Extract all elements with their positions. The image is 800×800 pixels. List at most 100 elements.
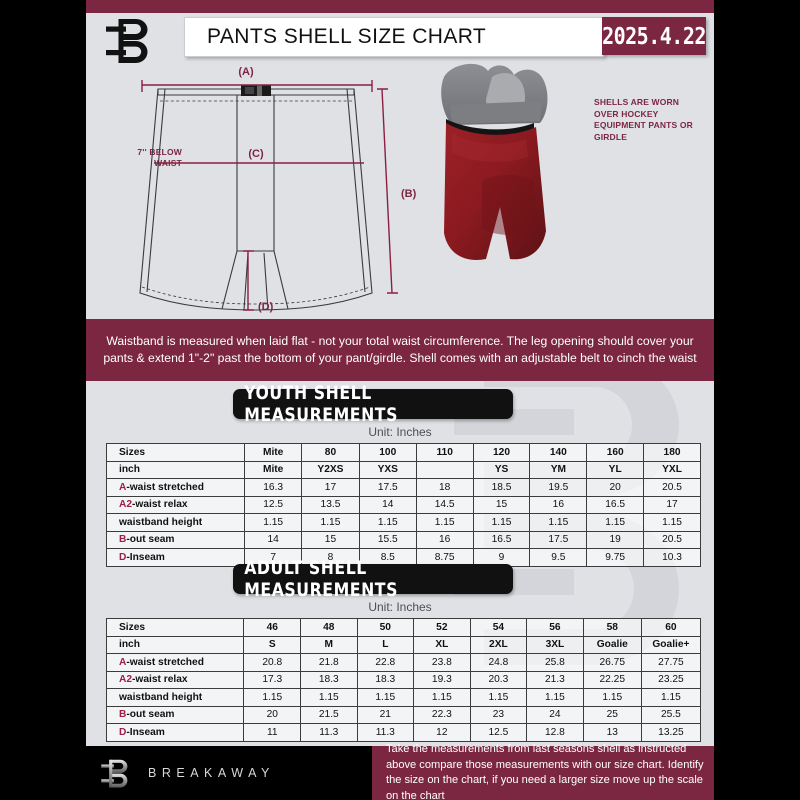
table-cell: 21.5: [300, 705, 358, 724]
row-label: B-out seam: [105, 530, 246, 549]
table-cell: 20.8: [243, 653, 302, 672]
table-cell: 20: [243, 705, 302, 724]
table-cell: 1.15: [244, 513, 303, 532]
table-cell: 25: [582, 705, 642, 724]
table-cell: 11: [243, 723, 302, 742]
instruction-band-text: Waistband is measured when laid flat - n…: [103, 334, 697, 365]
table-cell: 17.3: [243, 670, 302, 689]
table-cell: 12: [413, 723, 471, 742]
table-cell: 15: [301, 530, 360, 549]
row-label: inch: [105, 635, 245, 654]
table-cell: 14.5: [415, 495, 474, 514]
table-cell: 12.8: [526, 723, 584, 742]
table-cell: 1.15: [529, 513, 588, 532]
date-badge-text: 2025.4.22: [602, 22, 706, 50]
row-label: A-waist stretched: [105, 478, 246, 497]
table-row: Sizes Mite 80 100 110 120 140 160 180: [105, 443, 701, 462]
table-cell: 1.15: [526, 688, 584, 707]
table-cell: 25.8: [526, 653, 584, 672]
table-cell: 54: [469, 618, 528, 637]
row-label-prefix: D: [119, 551, 127, 563]
table-cell: 27.75: [640, 653, 702, 672]
page-title: PANTS SHELL SIZE CHART: [184, 17, 604, 57]
table-cell: 110: [415, 443, 474, 462]
table-cell: 140: [529, 443, 588, 462]
table-cell: 14: [244, 530, 303, 549]
table-cell: 17.5: [358, 478, 417, 497]
table-cell: 9.5: [529, 548, 588, 567]
table-cell: 1.15: [640, 688, 702, 707]
table-cell: 21.3: [526, 670, 584, 689]
table-cell: 120: [472, 443, 531, 462]
row-label-prefix: A: [119, 656, 127, 668]
youth-section-title-text: YOUTH SHELL MEASUREMENTS: [244, 382, 398, 426]
table-cell: 12.5: [469, 723, 528, 742]
row-label: D-Inseam: [105, 548, 246, 567]
table-row: D-Inseam 7 8 8.5 8.75 9 9.5 9.75 10.3: [105, 548, 701, 567]
table-cell: 20.5: [643, 478, 701, 497]
table-cell: 10.3: [643, 548, 701, 567]
table-cell: M: [300, 635, 358, 654]
table-cell: YXL: [643, 460, 701, 479]
table-cell: Mite: [244, 443, 303, 462]
table-cell: 24: [526, 705, 584, 724]
table-cell: 22.25: [582, 670, 642, 689]
table-cell: 1.15: [300, 688, 358, 707]
table-cell: 20: [586, 478, 645, 497]
table-cell: 80: [301, 443, 360, 462]
table-cell: 2XL: [469, 635, 528, 654]
table-cell: 24.8: [469, 653, 528, 672]
table-row: A-waist stretched 16.3 17 17.5 18 18.5 19.5 20 2…: [105, 478, 701, 497]
table-cell: Goalie: [582, 635, 642, 654]
youth-unit-label: Unit: Inches: [368, 425, 432, 439]
top-accent-strip: [86, 0, 714, 13]
instruction-band: Waistband is measured when laid flat - n…: [86, 319, 714, 381]
table-cell: YL: [586, 460, 645, 479]
measurement-diagram-area: 7'' BELOW WAIST .ln { fill:none; stroke:…: [86, 61, 714, 319]
row-label: waistband height: [105, 688, 245, 707]
table-cell: L: [356, 635, 415, 654]
table-cell: 12.5: [244, 495, 303, 514]
table-cell: XL: [413, 635, 471, 654]
page-title-text: PANTS SHELL SIZE CHART: [207, 25, 487, 48]
table-cell: 20.3: [469, 670, 528, 689]
table-row: Sizes 46 48 50 52 54 56 58 60: [105, 618, 702, 637]
table-cell: 1.15: [469, 688, 528, 707]
table-cell: 20.5: [643, 530, 701, 549]
table-cell: 16.3: [244, 478, 303, 497]
adult-section-title: ADULT SHELL MEASUREMENTS: [233, 557, 513, 601]
table-cell: 11.3: [300, 723, 358, 742]
row-label-prefix: A: [119, 481, 127, 493]
table-cell: 58: [582, 618, 642, 637]
table-cell: 15.5: [358, 530, 417, 549]
table-cell: 3XL: [526, 635, 584, 654]
table-cell: 1.15: [586, 513, 645, 532]
table-row: B-out seam 14 15 15.5 16 16.5 17.5 19 20.5: [105, 530, 701, 549]
table-cell: 23: [469, 705, 528, 724]
table-row: inch Mite Y2XS YXS YS YM YL YXL: [105, 460, 701, 479]
table-row: D-Inseam 11 11.3 11.3 12 12.5 12.8 13 13.25: [105, 723, 702, 742]
table-row: waistband height 1.15 1.15 1.15 1.15 1.15 1.15…: [105, 688, 702, 707]
table-cell: 22.3: [413, 705, 471, 724]
hockey-pant-shell-photo: [422, 61, 598, 271]
row-label: B-out seam: [105, 705, 245, 724]
table-cell: 8.75: [415, 548, 474, 567]
table-cell: 13.25: [640, 723, 702, 742]
row-label: D-Inseam: [105, 723, 245, 742]
row-label: Sizes: [105, 443, 246, 462]
table-cell: 1.15: [643, 513, 701, 532]
table-cell: 9: [472, 548, 531, 567]
table-cell: YS: [472, 460, 531, 479]
table-cell: 14: [358, 495, 417, 514]
table-cell: 16.5: [472, 530, 531, 549]
row-label: A-waist stretched: [105, 653, 245, 672]
table-cell: 1.15: [415, 513, 474, 532]
table-cell: 52: [413, 618, 471, 637]
footer-brand: BREAKAWAY: [0, 746, 372, 800]
table-cell: 19.3: [413, 670, 471, 689]
table-cell: S: [243, 635, 302, 654]
table-cell: 56: [526, 618, 584, 637]
table-cell: 21: [356, 705, 415, 724]
table-cell: 7: [244, 548, 303, 567]
footer-instruction-text: Take the measurements from last seasons …: [386, 743, 704, 800]
